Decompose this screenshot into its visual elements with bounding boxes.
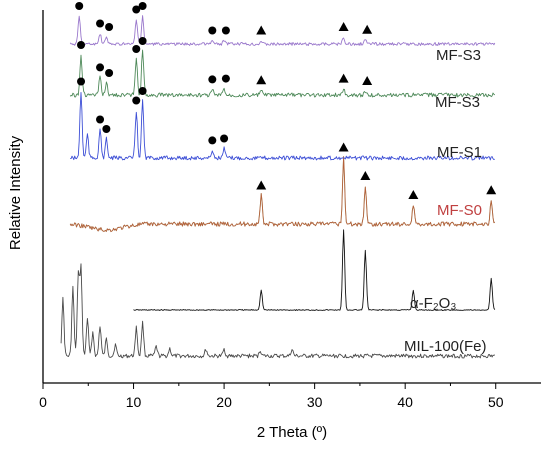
series-trace — [69, 49, 496, 98]
circle-marker — [105, 23, 114, 31]
triangle-marker — [338, 142, 349, 152]
circle-marker — [208, 26, 217, 35]
circle-marker — [75, 2, 84, 10]
x-ticks: 0 10 20 30 40 50 — [39, 383, 504, 410]
triangle-marker — [408, 190, 419, 199]
x-tick-label: 0 — [39, 394, 47, 410]
series-label: MIL-100(Fe) — [404, 338, 487, 355]
series-trace — [133, 229, 496, 311]
circle-marker — [208, 75, 217, 84]
y-axis-title: Relative Intensity — [7, 135, 24, 250]
triangle-marker — [362, 24, 373, 34]
x-axis-title: 2 Theta (º) — [257, 424, 327, 441]
circle-marker — [138, 87, 147, 95]
series-label: MF-S0 — [437, 202, 482, 219]
series-trace — [60, 263, 496, 359]
series-trace — [69, 15, 496, 46]
circle-marker — [138, 2, 147, 10]
series-label: MF-S3 — [435, 94, 480, 111]
triangle-marker — [338, 22, 349, 31]
triangle-marker — [362, 76, 373, 85]
markers-layer — [75, 2, 497, 199]
x-tick-label: 20 — [216, 394, 232, 410]
circle-marker — [132, 96, 141, 105]
traces-layer — [60, 15, 496, 359]
x-tick-label: 40 — [397, 394, 413, 410]
circle-marker — [77, 77, 86, 86]
circle-marker — [221, 74, 230, 83]
x-tick-label: 10 — [126, 394, 142, 410]
series-label: α-F₂O₃ — [410, 295, 456, 312]
circle-marker — [221, 26, 230, 35]
circle-marker — [132, 5, 141, 14]
series-label: MF-S3 — [436, 47, 481, 64]
circle-marker — [132, 45, 141, 53]
triangle-marker — [360, 171, 371, 180]
series-label: MF-S1 — [437, 144, 482, 161]
circle-marker — [77, 41, 86, 49]
circle-marker — [96, 63, 105, 72]
triangle-marker — [338, 73, 349, 83]
x-tick-label: 50 — [488, 394, 504, 410]
circle-marker — [220, 134, 229, 143]
circle-marker — [102, 125, 111, 133]
triangle-marker — [486, 185, 497, 195]
triangle-marker — [256, 180, 267, 190]
triangle-marker — [256, 75, 267, 85]
x-tick-label: 30 — [307, 394, 323, 410]
circle-marker — [105, 69, 114, 77]
triangle-marker — [256, 25, 267, 35]
circle-marker — [138, 37, 147, 45]
series-labels-layer: MIL-100(Fe) α-F₂O₃ MF-S0 MF-S1 MF-S3 MF-S3 — [404, 47, 487, 355]
circle-marker — [96, 19, 105, 28]
circle-marker — [96, 115, 105, 124]
circle-marker — [208, 136, 217, 145]
series-trace — [69, 156, 496, 233]
series-trace-shadow — [69, 156, 496, 233]
series-trace — [70, 92, 495, 161]
